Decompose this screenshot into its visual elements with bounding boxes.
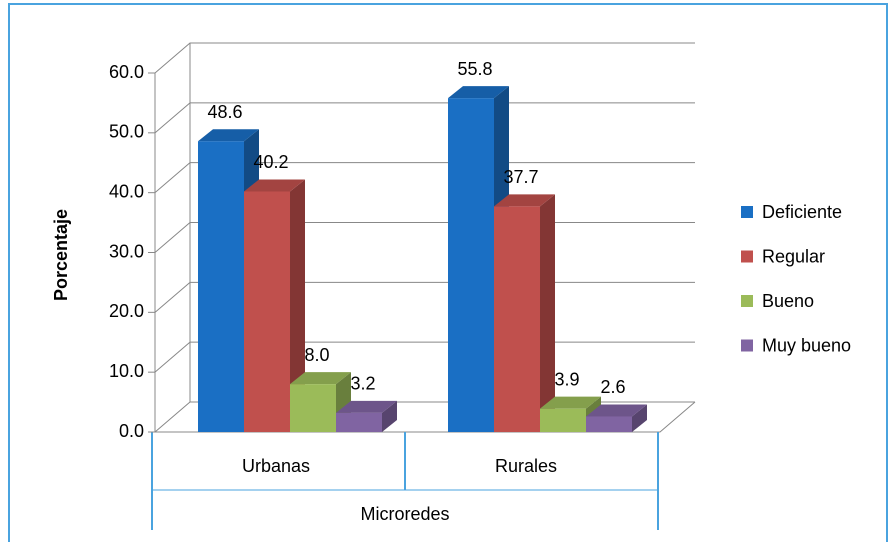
grid-line [154,162,695,194]
bar [244,191,290,432]
bar-top [336,400,397,413]
bar-top [290,372,351,385]
bar-top [244,179,305,192]
y-tick-label: 40.0 [109,181,144,201]
x-axis-title: Microredes [360,504,449,524]
bar [198,141,244,432]
legend-swatch [741,339,753,352]
grid-line [154,42,695,74]
y-tick-label: 0.0 [119,421,144,441]
bar [336,412,382,432]
bar [290,384,336,432]
bar [540,408,586,432]
bar-side [632,404,647,432]
bar-top [540,396,601,409]
data-label: 8.0 [304,345,329,365]
legend-swatch [741,295,753,307]
chart-border [8,3,888,542]
bar-top [586,404,647,417]
data-label: 48.6 [207,102,242,122]
data-label: 3.2 [350,374,375,394]
bar-top [448,86,509,99]
legend-swatch [741,250,753,263]
bar-side [382,400,397,432]
bar [448,98,494,432]
data-label: 55.8 [457,59,492,79]
data-label: 37.7 [503,167,538,187]
y-tick-label: 10.0 [109,361,144,381]
data-label: 3.9 [554,369,579,389]
bar-top [198,129,259,142]
legend-label: Regular [762,246,825,266]
legend-swatch [741,206,753,218]
y-tick-label: 60.0 [109,62,144,82]
bar-top [494,194,555,207]
legend-label: Bueno [762,291,814,311]
bar [494,206,540,432]
bar [586,416,632,432]
data-label: 2.6 [600,377,625,397]
data-label: 40.2 [253,152,288,172]
bar-side [540,194,555,432]
legend-label: Muy bueno [762,335,851,355]
grid-line [154,102,695,134]
bar-side [290,179,305,432]
y-axis-title: Porcentaje [51,209,71,301]
y-tick-label: 30.0 [109,241,144,261]
x-tick-label: Rurales [495,456,557,476]
x-tick-label: Urbanas [242,456,310,476]
y-tick-label: 50.0 [109,122,144,142]
y-tick-label: 20.0 [109,301,144,321]
legend-label: Deficiente [762,202,842,222]
